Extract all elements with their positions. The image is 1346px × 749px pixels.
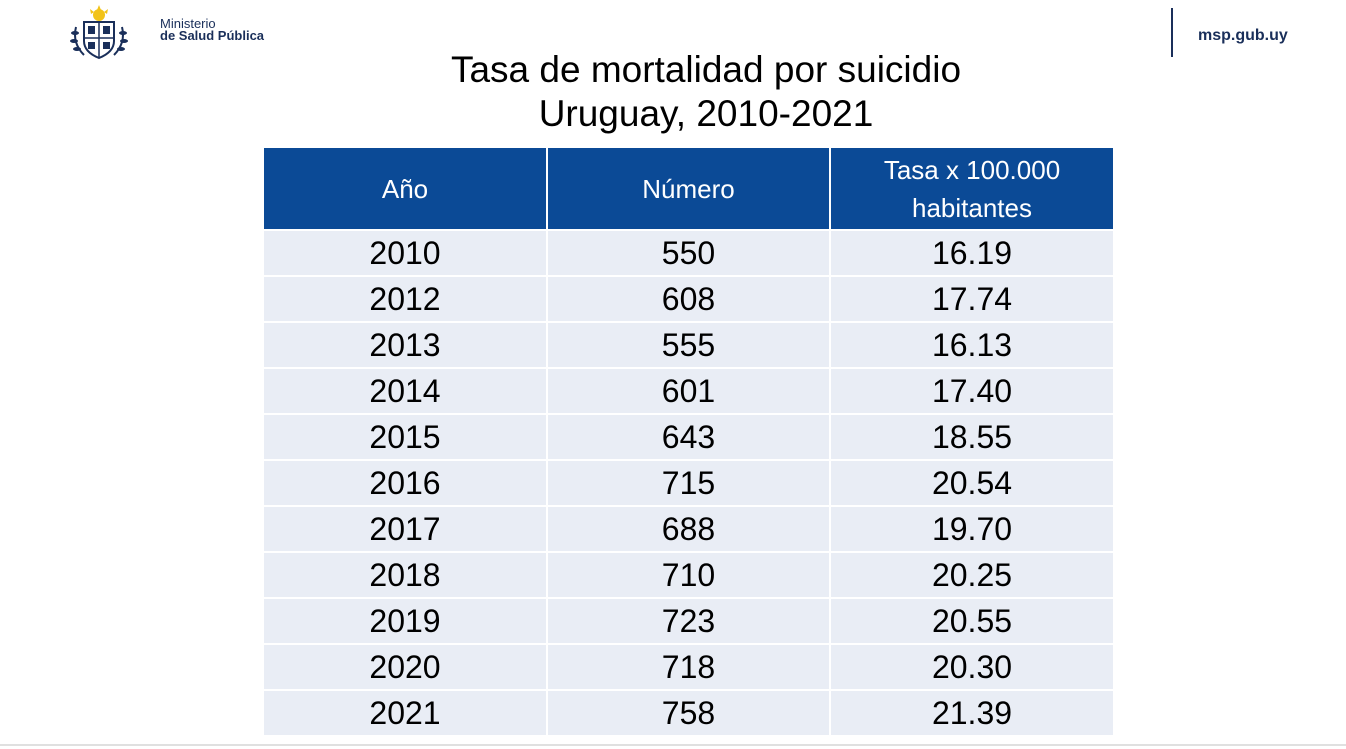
cell-number: 718 [546, 643, 831, 690]
cell-rate: 20.30 [829, 643, 1113, 690]
cell-number: 710 [546, 551, 831, 598]
cell-number: 643 [546, 413, 831, 460]
cell-year: 2021 [264, 689, 548, 735]
cell-year: 2013 [264, 321, 548, 368]
cell-year: 2010 [264, 229, 548, 276]
cell-year: 2020 [264, 643, 548, 690]
ministry-name: Ministerio de Salud Pública [160, 16, 265, 43]
cell-number: 601 [546, 367, 831, 414]
cell-year: 2016 [264, 459, 548, 506]
cell-number: 758 [546, 689, 831, 735]
cell-year: 2012 [264, 275, 548, 322]
site-url: msp.gub.uy [1198, 27, 1288, 44]
page-title: Tasa de mortalidad por suicidio Uruguay,… [0, 48, 1346, 136]
cell-rate: 16.19 [829, 229, 1113, 276]
table-row: 2019 723 20.55 [264, 597, 1113, 644]
cell-rate: 20.54 [829, 459, 1113, 506]
cell-year: 2017 [264, 505, 548, 552]
cell-year: 2018 [264, 551, 548, 598]
cell-rate: 18.55 [829, 413, 1113, 460]
cell-number: 550 [546, 229, 831, 276]
cell-rate: 17.40 [829, 367, 1113, 414]
title-line1: Tasa de mortalidad por suicidio [450, 49, 962, 90]
table-row: 2010 550 16.19 [264, 229, 1113, 276]
cell-rate: 19.70 [829, 505, 1113, 552]
table-row: 2017 688 19.70 [264, 505, 1113, 552]
uruguay-coat-of-arms-logo [70, 5, 128, 60]
table-row: 2016 715 20.54 [264, 459, 1113, 506]
table-row: 2020 718 20.30 [264, 643, 1113, 690]
cell-number: 723 [546, 597, 831, 644]
cell-rate: 20.25 [829, 551, 1113, 598]
cell-rate: 17.74 [829, 275, 1113, 322]
column-header-rate: Tasa x 100.000 habitantes [829, 148, 1113, 230]
table-row: 2014 601 17.40 [264, 367, 1113, 414]
cell-number: 688 [546, 505, 831, 552]
column-header-number: Número [546, 148, 831, 230]
cell-rate: 20.55 [829, 597, 1113, 644]
table-row: 2012 608 17.74 [264, 275, 1113, 322]
table-row: 2015 643 18.55 [264, 413, 1113, 460]
table-row: 2021 758 21.39 [264, 689, 1113, 735]
header-divider [1171, 8, 1173, 57]
ministry-name-line1: Ministerio [160, 16, 216, 31]
cell-rate: 16.13 [829, 321, 1113, 368]
cell-number: 608 [546, 275, 831, 322]
table-header-row: Año Número Tasa x 100.000 habitantes [264, 148, 1113, 230]
cell-rate: 21.39 [829, 689, 1113, 735]
ministry-name-line2: de Salud Pública [160, 28, 265, 43]
column-header-year: Año [264, 148, 548, 230]
cell-year: 2019 [264, 597, 548, 644]
table-row: 2013 555 16.13 [264, 321, 1113, 368]
title-line2: Uruguay, 2010-2021 [538, 93, 874, 134]
cell-year: 2015 [264, 413, 548, 460]
suicide-rate-table: Año Número Tasa x 100.000 habitantes 201… [264, 148, 1113, 735]
cell-year: 2014 [264, 367, 548, 414]
footer-divider [0, 744, 1346, 746]
cell-number: 555 [546, 321, 831, 368]
cell-number: 715 [546, 459, 831, 506]
table-row: 2018 710 20.25 [264, 551, 1113, 598]
